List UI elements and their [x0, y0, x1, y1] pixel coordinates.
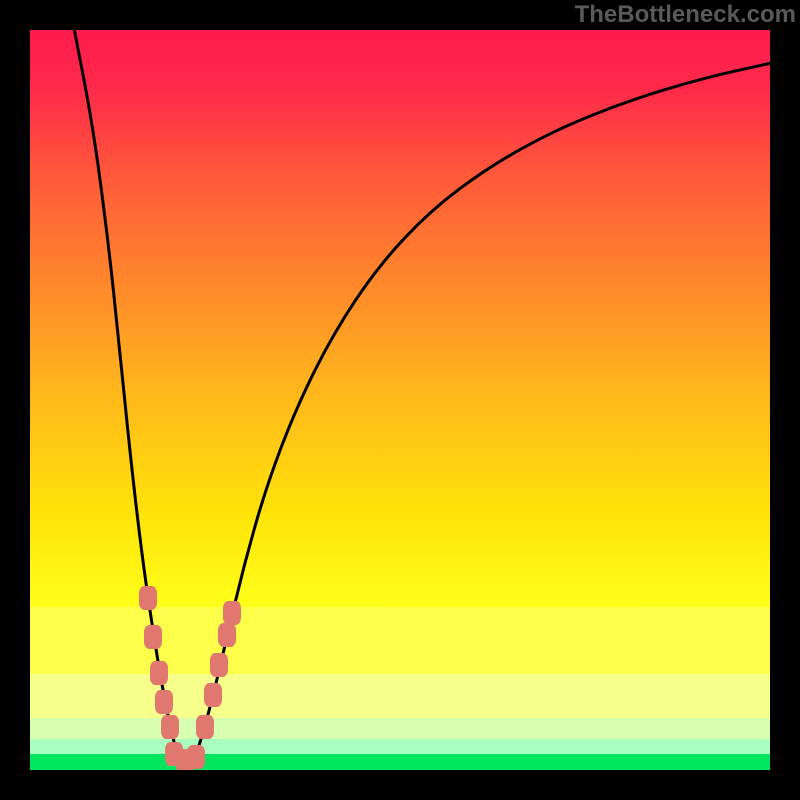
- plot-area: [30, 30, 770, 770]
- curve-path: [74, 30, 770, 768]
- curve-marker: [155, 690, 173, 714]
- curve-marker: [161, 715, 179, 739]
- curve-marker: [150, 661, 168, 685]
- curve-marker: [204, 683, 222, 707]
- curve-marker: [218, 623, 236, 647]
- watermark-text: TheBottleneck.com: [575, 1, 796, 29]
- curve-marker: [210, 653, 228, 677]
- bottleneck-curve: [30, 30, 770, 770]
- curve-marker: [196, 715, 214, 739]
- curve-marker: [187, 745, 205, 769]
- curve-marker: [139, 586, 157, 610]
- curve-marker: [144, 625, 162, 649]
- curve-marker: [223, 601, 241, 625]
